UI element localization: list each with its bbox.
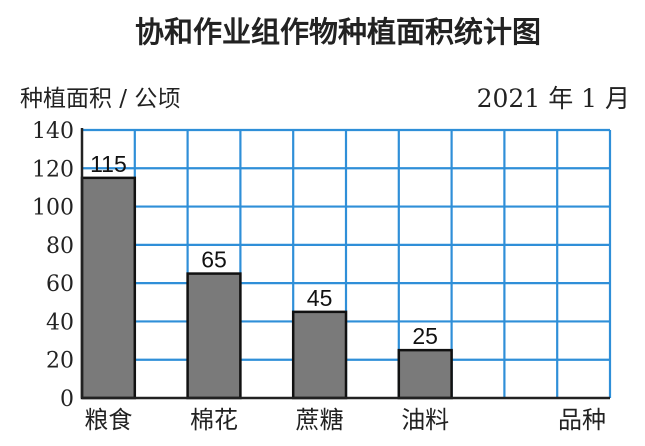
y-tick-label: 140: [32, 119, 74, 144]
y-tick-label: 100: [32, 196, 74, 221]
data-label: 25: [412, 323, 438, 349]
y-tick-label: 40: [46, 310, 74, 335]
chart-date: 2021 年 1 月: [477, 84, 630, 113]
y-tick-label: 120: [32, 157, 74, 182]
bars: [80, 176, 453, 400]
bar: [291, 310, 348, 400]
chart-title: 协和作业组作物种植面积统计图: [135, 15, 541, 49]
data-label: 45: [307, 285, 333, 311]
y-tick-label: 60: [46, 272, 74, 297]
y-tick-label: 80: [46, 234, 74, 259]
labels: 115 粮食 65 棉花 45 蔗糖 25 油料 0 20 40 60 80 100 120 140: [32, 119, 449, 434]
category-label: 粮食: [84, 406, 132, 434]
data-label: 115: [90, 151, 127, 177]
bar: [397, 348, 453, 400]
data-label: 65: [201, 247, 227, 273]
y-tick-label: 0: [60, 387, 74, 412]
bar: [186, 272, 242, 400]
y-tick-label: 20: [46, 349, 74, 374]
axes: [80, 128, 610, 400]
category-label: 油料: [401, 406, 449, 434]
x-axis-label: 品种: [558, 406, 606, 434]
category-label: 棉花: [190, 406, 238, 434]
bar: [80, 176, 137, 400]
category-label: 蔗糖: [296, 406, 344, 434]
y-axis-label: 种植面积 / 公顷: [20, 86, 180, 112]
